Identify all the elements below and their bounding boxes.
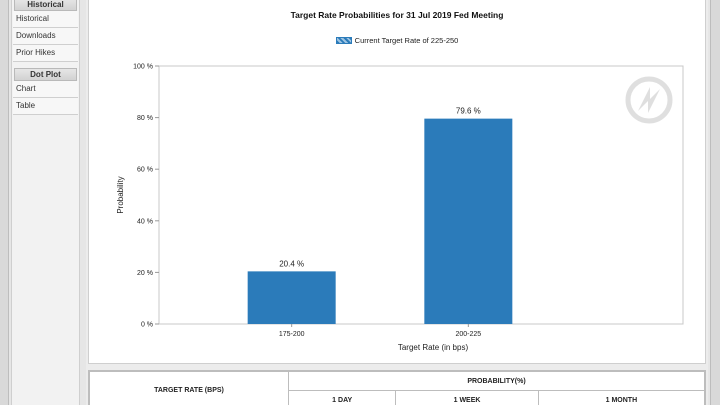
sidebar-item-table[interactable]: Table: [13, 98, 78, 115]
cme-watermark-icon: [625, 76, 673, 124]
bar: [424, 118, 513, 324]
sidebar-item-chart[interactable]: Chart: [13, 81, 78, 98]
table-header-target-rate: TARGET RATE (BPS): [89, 371, 289, 405]
bar-chart: 0 % 20 % 40 % 60 % 80 % 100 % 20.4 % 175-200 79.…: [116, 64, 684, 352]
table-subheader-1-day: 1 DAY: [287, 390, 397, 405]
legend-label: Current Target Rate of 225-250: [354, 36, 459, 45]
y-tick-label: 60 %: [137, 167, 153, 174]
x-tick-label: 175-200: [279, 331, 305, 338]
y-tick-label: 100 %: [133, 64, 153, 71]
chart-legend[interactable]: Current Target Rate of 225-250: [89, 36, 705, 45]
sidebar: Historical Historical Downloads Prior Hi…: [11, 0, 80, 405]
y-tick-label: 40 %: [137, 218, 153, 225]
y-tick-label: 0 %: [141, 322, 153, 329]
x-axis-title: Target Rate (in bps): [398, 343, 469, 352]
probability-table-panel: TARGET RATE (BPS) PROBABILITY(%) 1 DAY 1…: [88, 370, 706, 405]
y-tick-label: 80 %: [137, 115, 153, 122]
probability-table: TARGET RATE (BPS) PROBABILITY(%) 1 DAY 1…: [89, 371, 706, 405]
plot-area: [158, 65, 684, 325]
window-right-edge: [710, 0, 720, 405]
chart-title: Target Rate Probabilities for 31 Jul 201…: [290, 10, 504, 20]
table-subheader-1-month: 1 MONTH: [537, 390, 706, 405]
data-label: 79.6 %: [456, 107, 481, 116]
bar: [247, 271, 336, 324]
window-left-edge: [0, 0, 9, 405]
sidebar-section-dot-plot: Dot Plot: [14, 68, 77, 81]
y-tick-label: 20 %: [137, 270, 153, 277]
sidebar-item-historical[interactable]: Historical: [13, 11, 78, 28]
data-label: 20.4 %: [279, 259, 304, 268]
table-header-probability: PROBABILITY(%): [288, 371, 705, 391]
main-content: Target Rate Probabilities for 31 Jul 201…: [86, 0, 708, 405]
chart-panel: Target Rate Probabilities for 31 Jul 201…: [88, 0, 706, 364]
y-axis-title: Probability: [116, 176, 125, 213]
sidebar-section-historical: Historical: [14, 0, 77, 11]
table-subheader-1-week: 1 WEEK: [395, 390, 539, 405]
x-tick-label: 200-225: [455, 331, 481, 338]
sidebar-item-prior-hikes[interactable]: Prior Hikes: [13, 45, 78, 62]
legend-swatch: [335, 37, 352, 44]
sidebar-item-downloads[interactable]: Downloads: [13, 28, 78, 45]
